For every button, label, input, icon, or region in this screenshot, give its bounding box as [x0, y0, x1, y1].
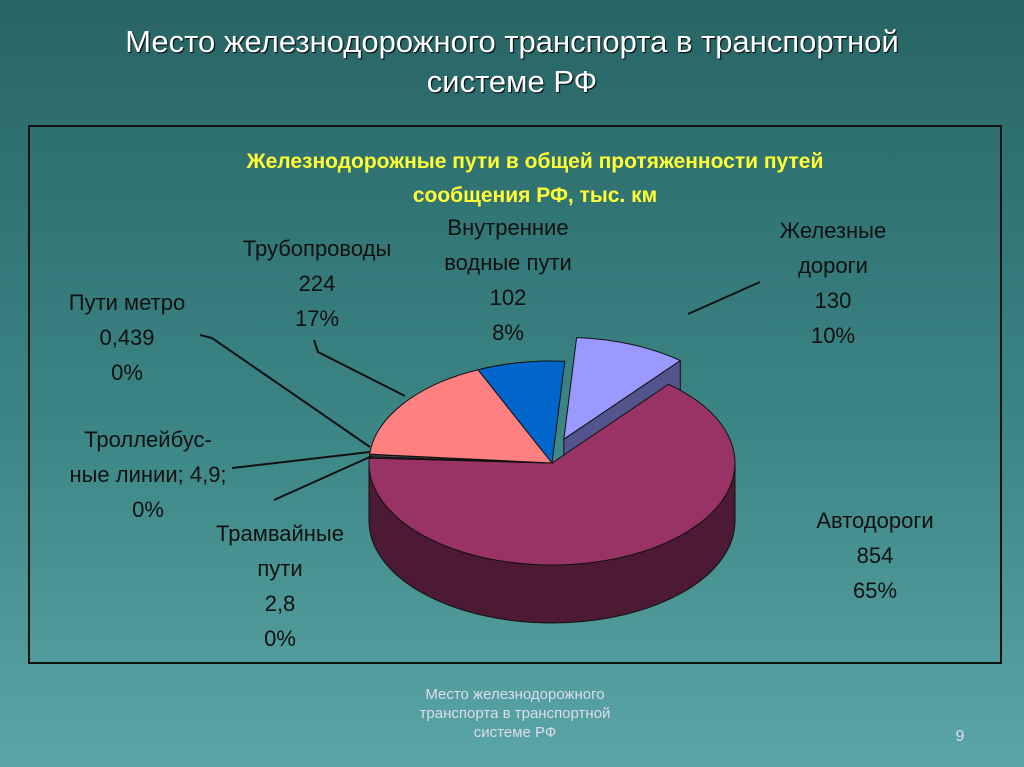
value-label: 2,8: [264, 591, 296, 616]
category-label: Троллейбус- ные линии;: [69, 427, 212, 487]
category-label: Железные дороги: [779, 218, 887, 278]
slice-label: Внутренние водные пути 102 8%: [444, 210, 572, 350]
percent-label: 10%: [810, 323, 856, 348]
category-label: Трубопроводы: [242, 236, 392, 261]
leader-line: [231, 451, 371, 469]
value-label: 854: [856, 543, 894, 568]
chart-frame: [28, 125, 1002, 664]
slide-title: Место железнодорожного транспорта в тран…: [125, 24, 899, 99]
leader-lines: [199, 281, 761, 501]
value-label: 4,9;: [189, 462, 227, 487]
slice-label: Автодороги 854 65%: [816, 503, 933, 608]
chart-title: Железнодорожные пути в общей протяженнос…: [246, 150, 824, 207]
pie-tops: [368, 336, 736, 566]
leader-line: [199, 334, 371, 448]
slice-label: Пути метро 0,439 0%: [69, 285, 185, 390]
category-label: Пути метро: [68, 290, 186, 315]
leader-line: [313, 339, 406, 397]
slice-label: Трубопроводы 224 17%: [243, 231, 392, 336]
percent-label: 17%: [294, 306, 340, 331]
slice-label: Троллейбус- ные линии; 4,9; 0%: [69, 422, 226, 527]
footer: Место железнодорожного транспорта в тран…: [419, 686, 611, 741]
value-label: 130: [814, 288, 852, 313]
percent-label: 65%: [852, 578, 898, 603]
pie-slice: [477, 360, 566, 465]
value-label: 224: [298, 271, 336, 296]
percent-label: 8%: [492, 320, 524, 345]
category-label: Трамвайные пути: [216, 521, 344, 581]
pie-slice: [369, 369, 554, 464]
slice-label: Железные дороги 130 10%: [780, 213, 886, 353]
percent-label: 0%: [132, 497, 164, 522]
leader-line: [687, 281, 761, 315]
page-number: 9: [955, 728, 965, 745]
percent-label: 0%: [264, 626, 296, 651]
pie-slice: [368, 383, 736, 566]
value-label: 102: [489, 285, 527, 310]
category-label: Внутренние водные пути: [444, 215, 572, 275]
percent-label: 0%: [111, 360, 143, 385]
slice-label: Трамвайные пути 2,8 0%: [216, 516, 344, 656]
value-label: 0,439: [99, 325, 155, 350]
leader-line: [273, 455, 373, 501]
pie-slice: [563, 336, 682, 441]
category-label: Автодороги: [816, 508, 934, 533]
